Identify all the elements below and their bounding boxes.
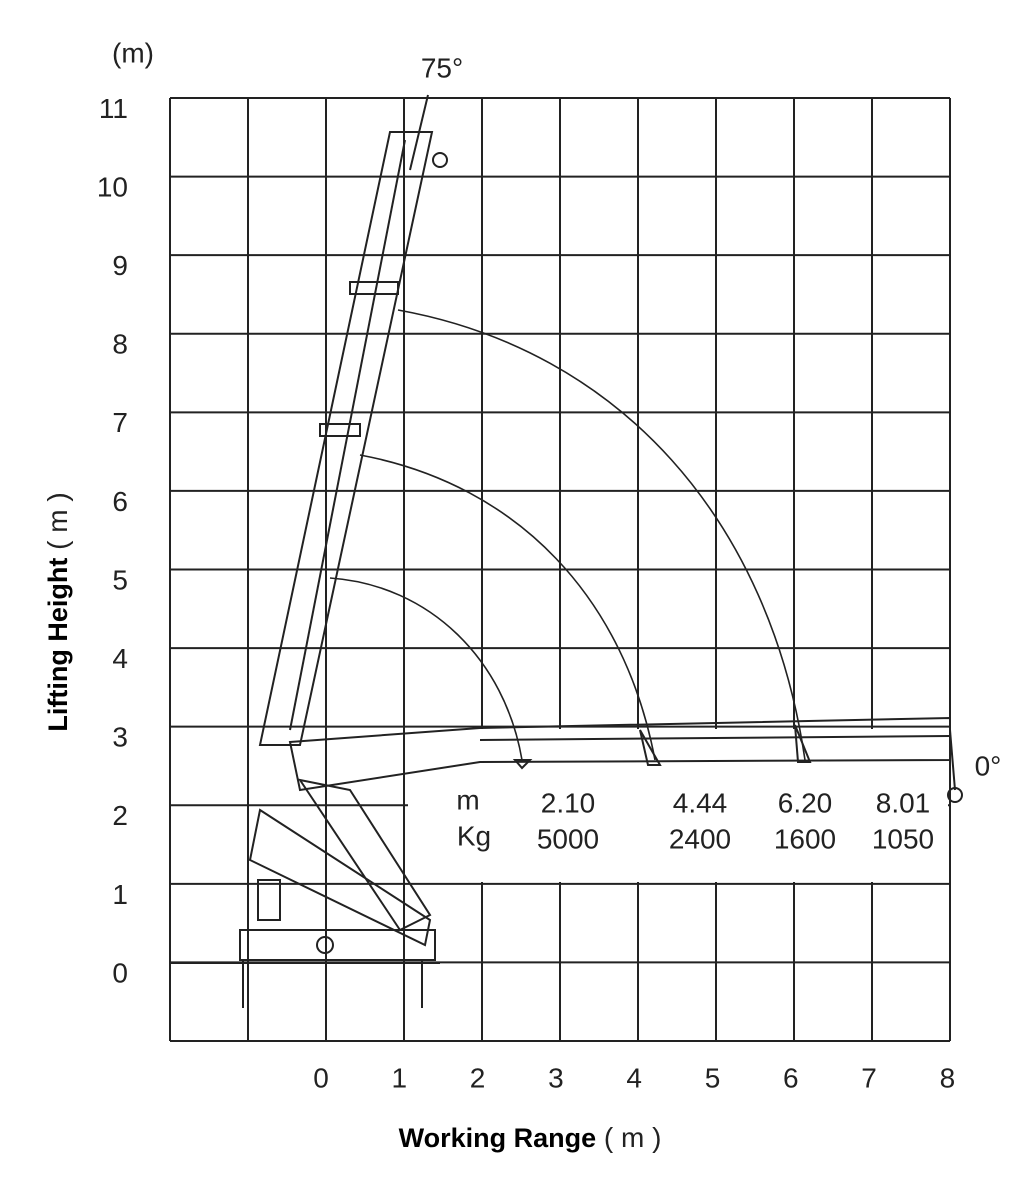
x-tick-label: 0 (313, 1062, 329, 1093)
reach-arc (329, 577, 523, 761)
y-tick-label: 7 (112, 407, 128, 438)
x-tick-label: 5 (705, 1062, 721, 1093)
x-tick-label: 3 (548, 1062, 564, 1093)
y-tick-label: 0 (112, 957, 128, 988)
max-angle: 75° (421, 52, 463, 83)
reach-value: 2.10 (541, 787, 596, 818)
x-axis-label: Working Range (399, 1123, 597, 1153)
unit-label: (m) (112, 37, 154, 68)
reach-value: 6.20 (778, 787, 833, 818)
reach-arc (359, 454, 656, 761)
y-tick-label: 6 (112, 486, 128, 517)
min-angle: 0° (975, 750, 1002, 781)
y-axis-label: Lifting Height (43, 558, 73, 732)
y-tick-label: 4 (112, 643, 128, 674)
y-tick-label: 1 (112, 879, 128, 910)
x-tick-label: 1 (392, 1062, 408, 1093)
y-tick-label: 5 (112, 564, 128, 595)
y-tick-label: 9 (112, 250, 128, 281)
load-value: 5000 (537, 823, 599, 854)
reach-value: 4.44 (673, 787, 728, 818)
table-background (408, 729, 948, 882)
y-tick-label: 10 (97, 171, 128, 202)
x-axis-title: Working Range ( m ) (399, 1122, 662, 1153)
load-value: 2400 (669, 823, 731, 854)
y-tick-label: 3 (112, 722, 128, 753)
y-tick-label: 8 (112, 329, 128, 360)
x-tick-label: 7 (861, 1062, 877, 1093)
grid (169, 97, 951, 1042)
x-tick-label: 6 (783, 1062, 799, 1093)
x-tick-label: 4 (626, 1062, 642, 1093)
crane (170, 94, 963, 1008)
y-axis-unit: ( m ) (42, 492, 73, 550)
reach-header: m (456, 784, 479, 815)
x-tick-label: 2 (470, 1062, 486, 1093)
y-tick-label: 2 (112, 800, 128, 831)
y-axis-title: Lifting Height ( m ) (42, 492, 73, 731)
load-value: 1600 (774, 823, 836, 854)
reach-value: 8.01 (876, 787, 931, 818)
load-header: Kg (457, 820, 491, 851)
y-tick-label: 11 (99, 93, 128, 124)
x-axis-unit: ( m ) (604, 1122, 662, 1153)
reach-arc (397, 309, 806, 761)
load-value: 1050 (872, 823, 934, 854)
x-tick-label: 8 (940, 1062, 956, 1093)
